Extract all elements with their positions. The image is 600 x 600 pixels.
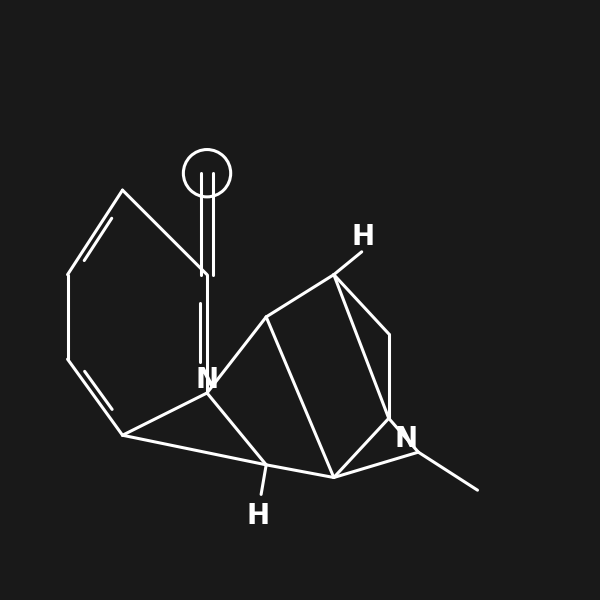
Text: N: N — [394, 425, 417, 454]
Text: H: H — [246, 502, 269, 530]
Text: H: H — [352, 223, 375, 251]
Text: N: N — [196, 366, 218, 394]
